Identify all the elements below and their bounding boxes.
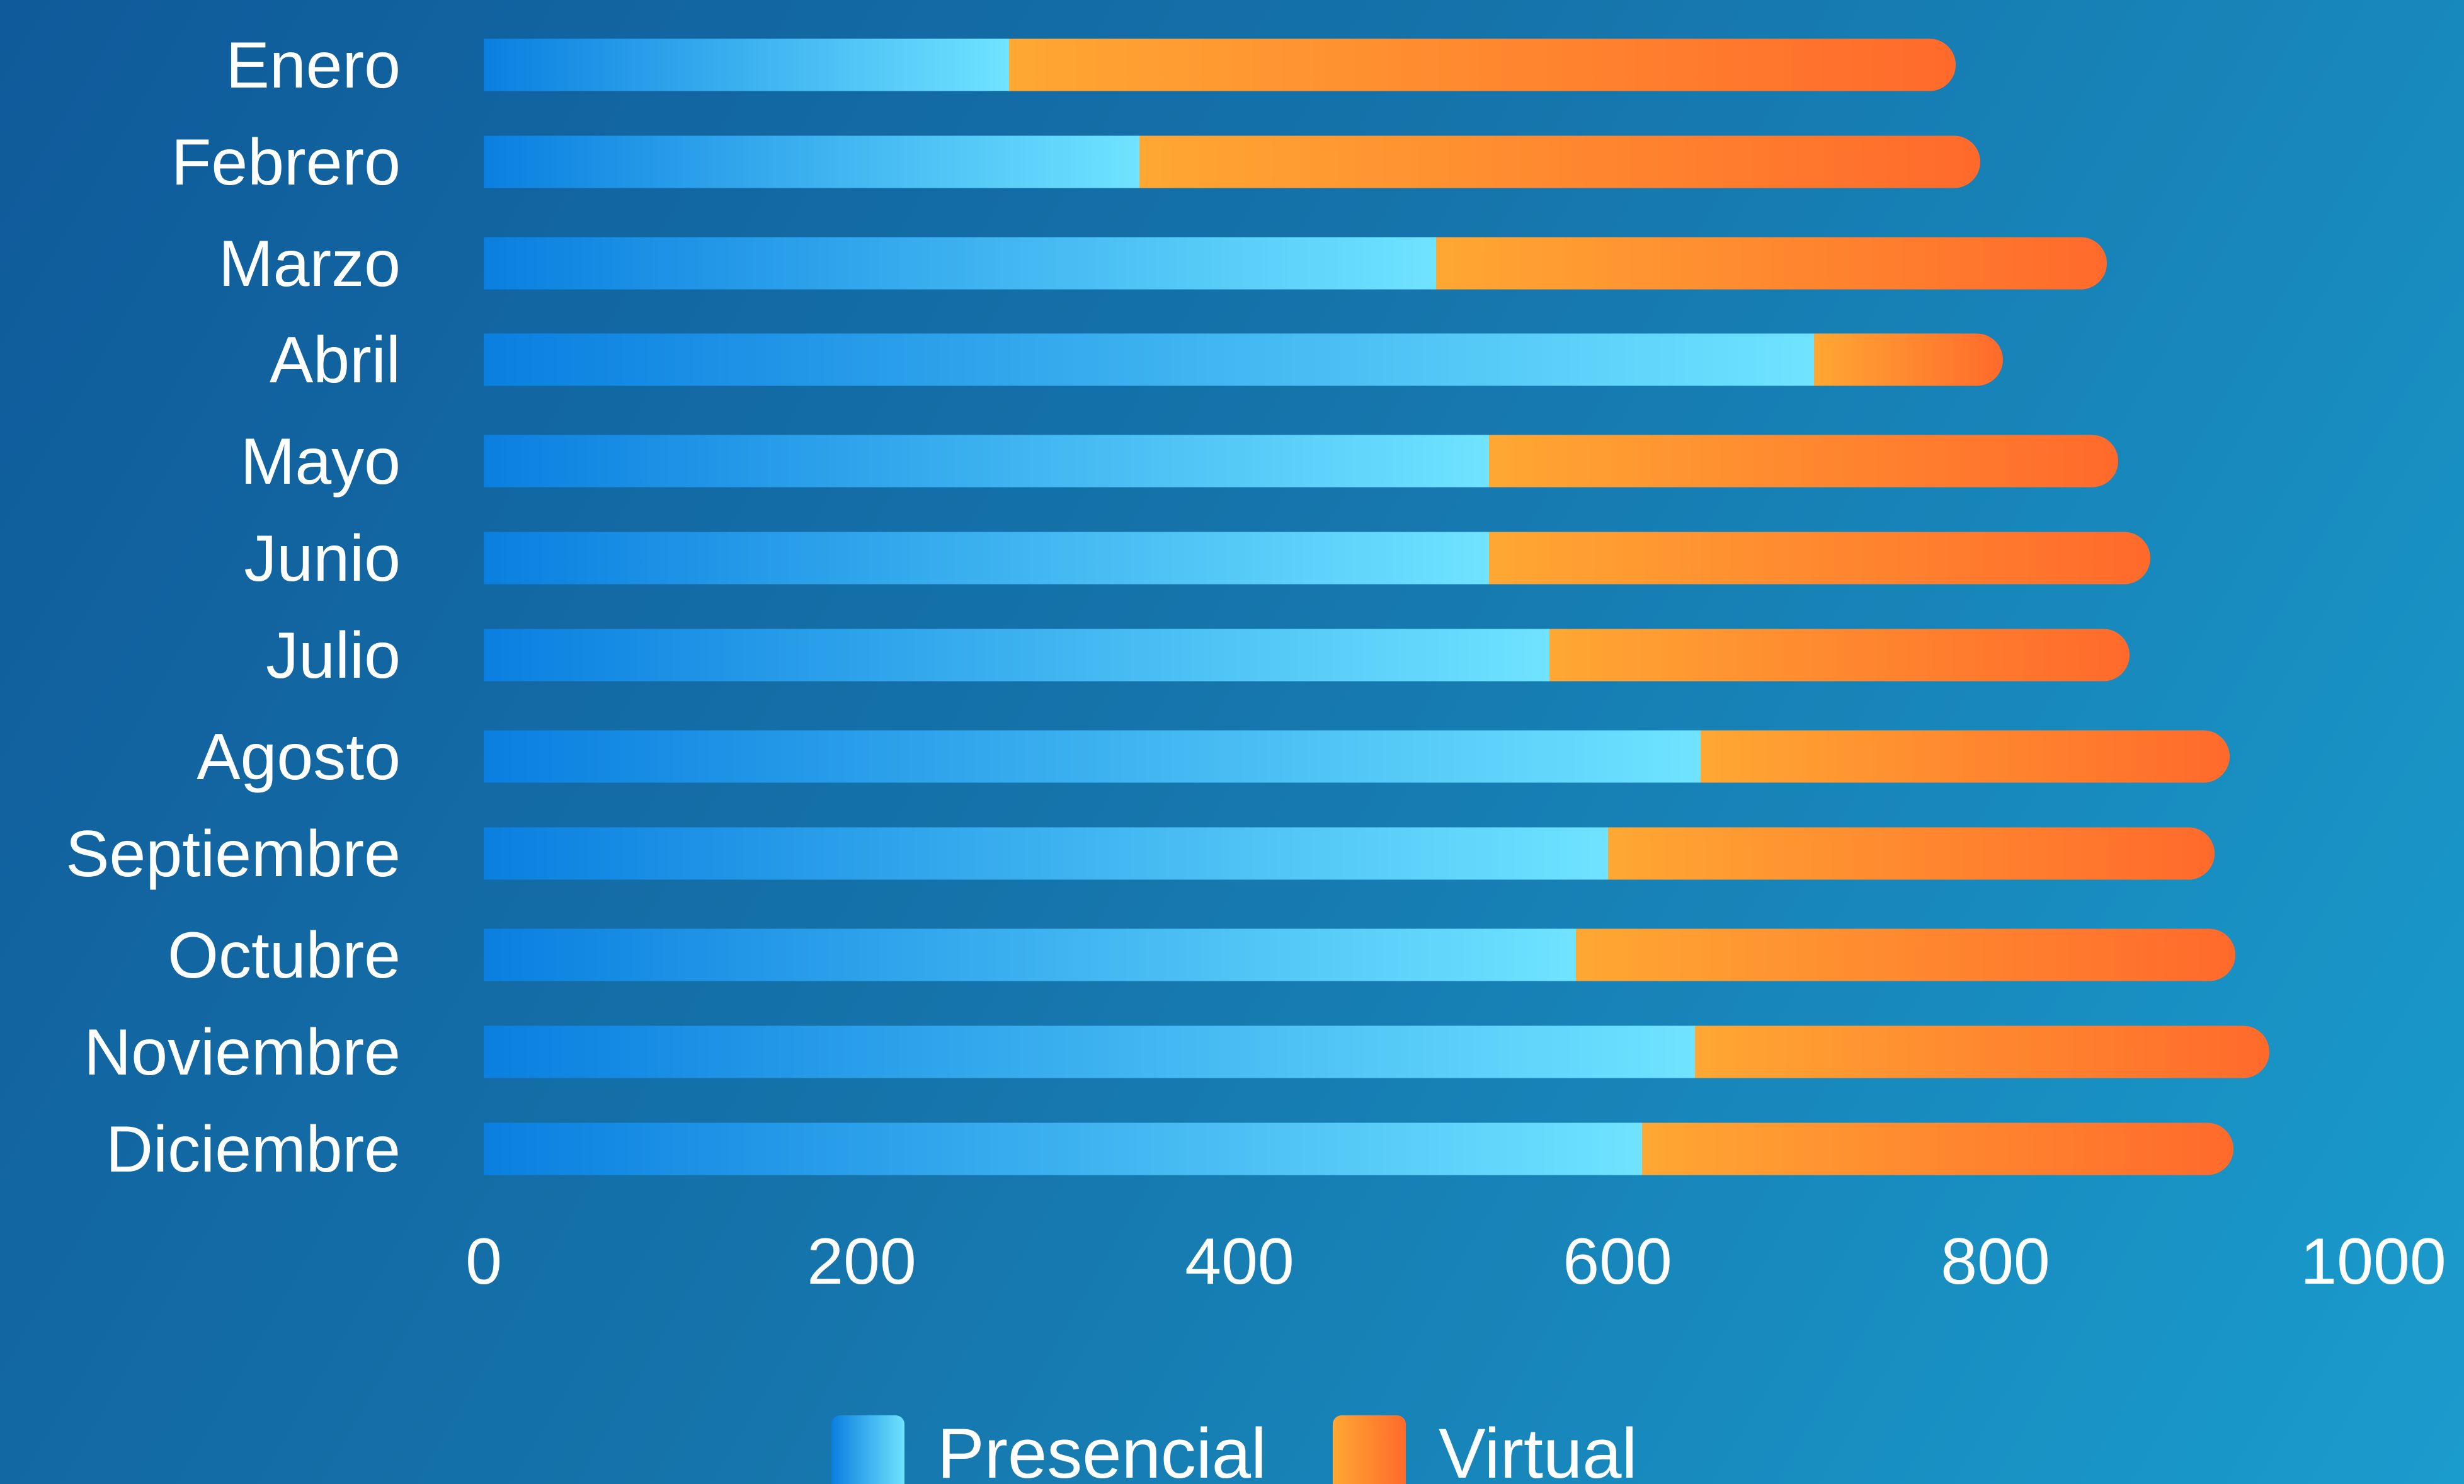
bars-layer bbox=[484, 38, 2269, 1175]
x-tick-400: 400 bbox=[1185, 1225, 1294, 1298]
bar-group-junio bbox=[484, 532, 2150, 585]
bar-presencial-septiembre bbox=[484, 827, 1609, 880]
category-label-agosto: Agosto bbox=[197, 721, 401, 794]
bar-group-febrero bbox=[484, 135, 1980, 188]
bar-virtual-septiembre bbox=[1608, 827, 2215, 880]
bar-presencial-febrero bbox=[484, 135, 1140, 188]
category-label-febrero: Febrero bbox=[171, 126, 401, 199]
bar-virtual-marzo bbox=[1436, 237, 2107, 290]
bar-presencial-abril bbox=[484, 333, 1815, 386]
bar-virtual-octubre bbox=[1576, 928, 2235, 981]
bar-group-octubre bbox=[484, 928, 2235, 981]
category-label-noviembre: Noviembre bbox=[84, 1016, 401, 1089]
bar-group-enero bbox=[484, 38, 1956, 91]
x-tick-800: 800 bbox=[1941, 1225, 2050, 1298]
category-label-julio: Julio bbox=[266, 619, 401, 692]
bar-presencial-enero bbox=[484, 38, 1010, 91]
legend-label-presencial: Presencial bbox=[937, 1414, 1267, 1484]
bar-group-diciembre bbox=[484, 1122, 2233, 1175]
x-axis-ticks: 0 200 400 600 800 1000 bbox=[465, 1225, 2446, 1298]
category-label-junio: Junio bbox=[244, 522, 401, 595]
bar-virtual-abril bbox=[1814, 333, 2003, 386]
bar-presencial-diciembre bbox=[484, 1122, 1643, 1175]
x-tick-0: 0 bbox=[465, 1225, 502, 1298]
category-label-enero: Enero bbox=[225, 29, 401, 102]
bar-virtual-noviembre bbox=[1695, 1025, 2269, 1078]
legend-swatch-presencial bbox=[831, 1415, 904, 1484]
bar-presencial-octubre bbox=[484, 928, 1577, 981]
x-tick-200: 200 bbox=[807, 1225, 916, 1298]
category-label-marzo: Marzo bbox=[219, 227, 401, 300]
category-labels: Enero Febrero Marzo Abril Mayo Junio Julio Agos… bbox=[66, 29, 401, 1186]
bar-virtual-febrero bbox=[1139, 135, 1980, 188]
legend: Presencial Virtual bbox=[831, 1414, 1637, 1484]
bar-presencial-noviembre bbox=[484, 1025, 1696, 1078]
bar-presencial-marzo bbox=[484, 237, 1437, 290]
bar-group-marzo bbox=[484, 237, 2107, 290]
bar-presencial-junio bbox=[484, 532, 1490, 585]
bar-group-septiembre bbox=[484, 827, 2215, 880]
bar-virtual-diciembre bbox=[1642, 1122, 2233, 1175]
category-label-mayo: Mayo bbox=[241, 425, 401, 498]
bar-presencial-julio bbox=[484, 629, 1550, 682]
legend-label-virtual: Virtual bbox=[1439, 1414, 1637, 1484]
category-label-septiembre: Septiembre bbox=[66, 818, 401, 891]
bar-virtual-julio bbox=[1549, 629, 2130, 682]
bar-virtual-enero bbox=[1009, 38, 1956, 91]
category-label-abril: Abril bbox=[270, 324, 401, 397]
bar-virtual-junio bbox=[1489, 532, 2150, 585]
category-label-diciembre: Diciembre bbox=[106, 1113, 401, 1186]
bar-group-mayo bbox=[484, 435, 2118, 488]
bar-virtual-agosto bbox=[1701, 730, 2230, 783]
x-tick-600: 600 bbox=[1563, 1225, 1672, 1298]
bar-group-julio bbox=[484, 629, 2130, 682]
category-label-octubre: Octubre bbox=[168, 919, 401, 992]
x-tick-1000: 1000 bbox=[2300, 1225, 2446, 1298]
bar-virtual-mayo bbox=[1489, 435, 2118, 488]
legend-swatch-virtual bbox=[1333, 1415, 1406, 1484]
bar-group-abril bbox=[484, 333, 2003, 386]
bar-presencial-mayo bbox=[484, 435, 1490, 488]
bar-presencial-agosto bbox=[484, 730, 1701, 783]
bar-group-noviembre bbox=[484, 1025, 2269, 1078]
bar-group-agosto bbox=[484, 730, 2230, 783]
